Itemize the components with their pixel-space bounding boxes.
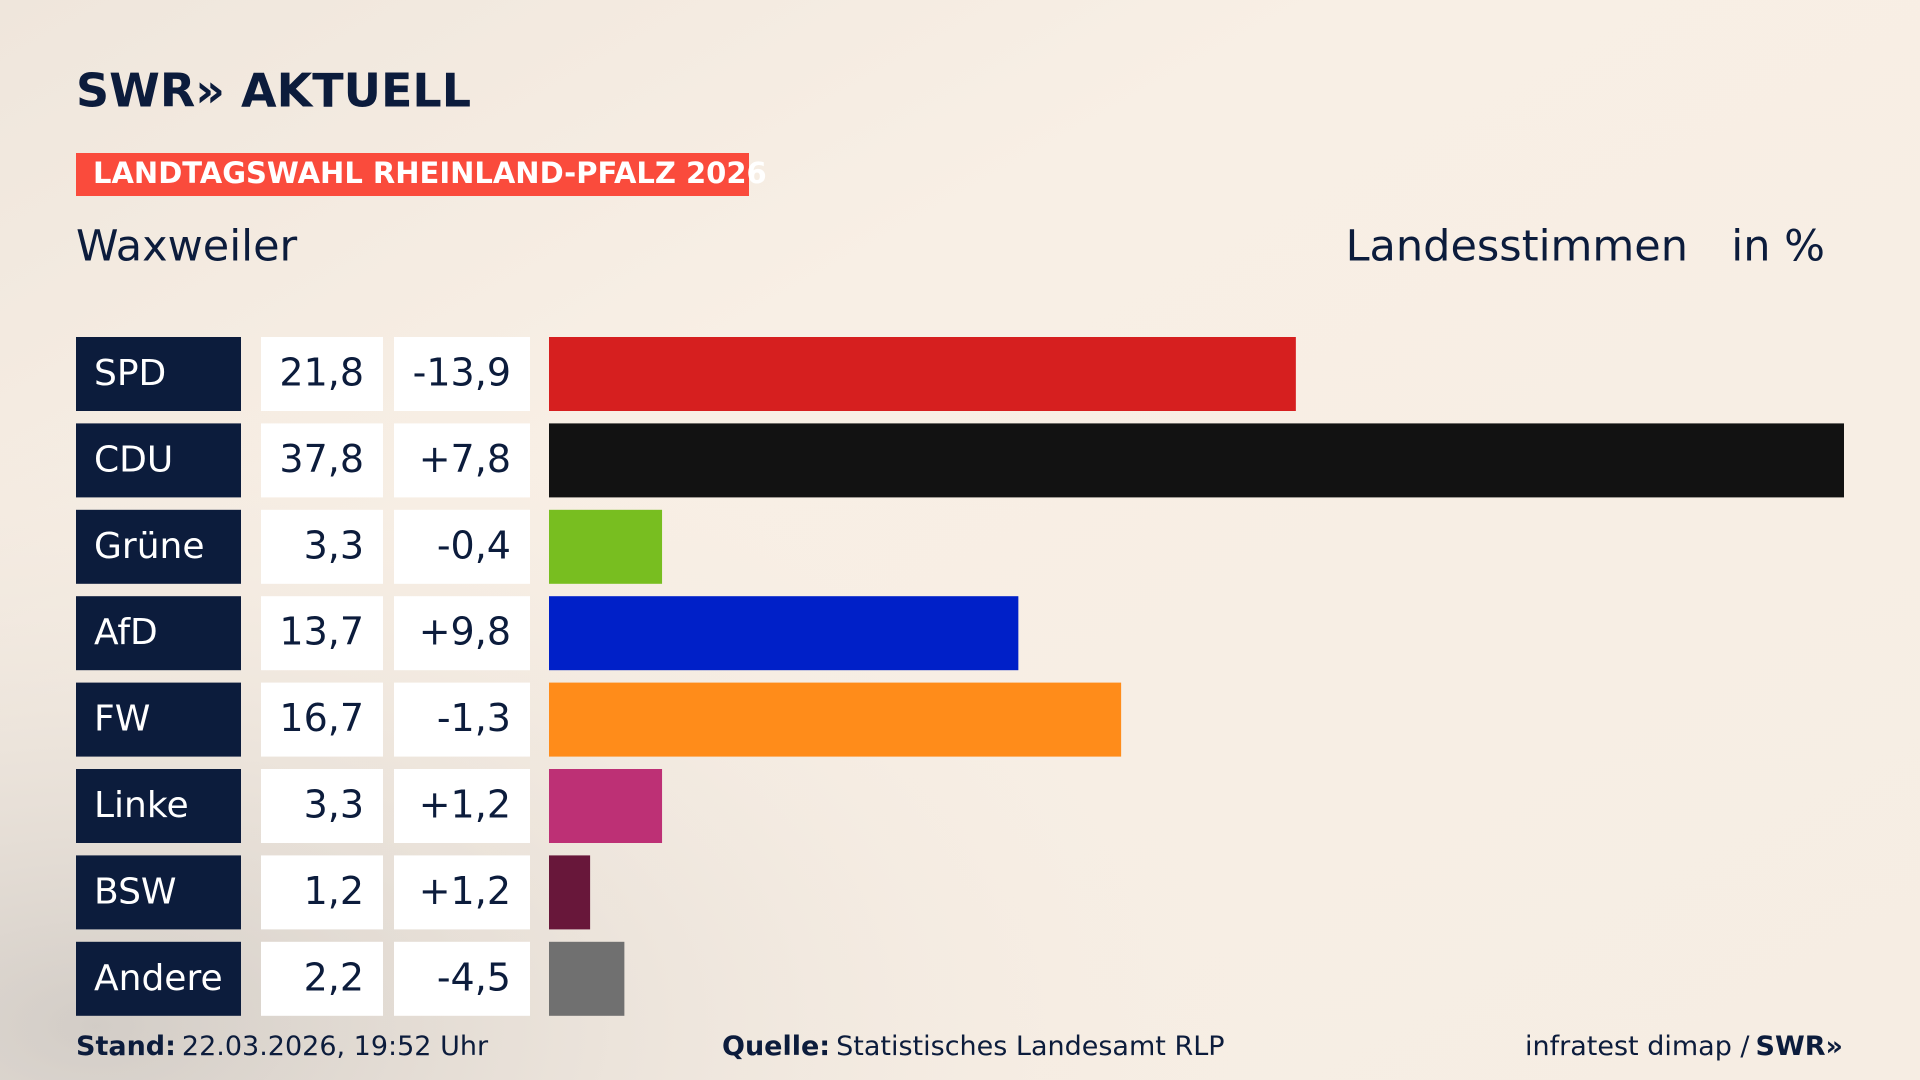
change-label: +1,2 [419,869,511,913]
change-box [394,509,530,584]
value-label: 13,7 [279,610,364,654]
change-label: -13,9 [413,351,511,395]
bar [549,941,625,1016]
banner-background [76,153,749,196]
bar [549,596,1019,671]
party-box [76,596,241,671]
value-box [261,596,383,671]
party-label: AfD [94,612,158,653]
party-label: Grüne [94,526,204,567]
change-box [394,769,530,843]
party-label: SPD [94,353,166,394]
value-label: 37,8 [279,437,364,481]
credit: infratest dimap / SWR» [1525,1031,1843,1062]
value-box [261,769,383,843]
source: Quelle: Statistisches Landesamt RLP [722,1031,1225,1062]
value-label: 3,3 [304,783,364,827]
value-label: 1,2 [304,869,364,913]
party-label: BSW [94,871,177,912]
stand-value: 22.03.2026, 19:52 Uhr [182,1031,489,1062]
value-label: 16,7 [279,696,364,740]
party-label: Andere [94,958,223,999]
change-box [394,855,530,930]
change-label: +1,2 [419,783,511,827]
credit-brand: SWR» [1756,1031,1843,1062]
chart-title: Waxweiler [76,222,298,272]
stand: Stand: 22.03.2026, 19:52 Uhr [76,1031,489,1062]
measure-label: Landesstimmen [1346,222,1688,272]
party-box [76,682,241,757]
bar [549,337,1296,411]
unit-label: in % [1731,222,1825,272]
change-box [394,337,530,411]
change-label: +7,8 [419,437,511,481]
banner: LANDTAGSWAHL RHEINLAND-PFALZ 2026 [93,156,767,190]
party-label: Linke [94,785,189,826]
value-box [261,509,383,584]
bar [549,855,591,930]
change-box [394,596,530,671]
value-box [261,941,383,1016]
source-label: Quelle: [722,1031,830,1062]
party-label: CDU [94,439,173,480]
value-box [261,423,383,498]
value-box [261,337,383,411]
party-box [76,769,241,843]
value-box [261,682,383,757]
value-label: 2,2 [304,955,364,999]
value-label: 21,8 [279,351,364,395]
party-box [76,337,241,411]
change-label: -1,3 [437,696,511,740]
source-value: Statistisches Landesamt RLP [836,1031,1224,1062]
change-box [394,682,530,757]
party-box [76,941,241,1016]
credit-text: infratest dimap / [1525,1031,1750,1062]
change-label: -0,4 [437,523,511,567]
brand-logo: SWR» AKTUELL [76,64,471,118]
value-label: 3,3 [304,523,364,567]
stand-label: Stand: [76,1031,176,1062]
party-box [76,855,241,930]
bar [549,423,1844,498]
change-box [394,941,530,1016]
party-box [76,423,241,498]
value-box [261,855,383,930]
change-label: -4,5 [437,955,511,999]
party-box [76,509,241,584]
bar [549,682,1122,757]
bar [549,509,663,584]
change-box [394,423,530,498]
party-label: FW [94,699,150,740]
change-label: +9,8 [419,610,511,654]
bar [549,769,663,843]
